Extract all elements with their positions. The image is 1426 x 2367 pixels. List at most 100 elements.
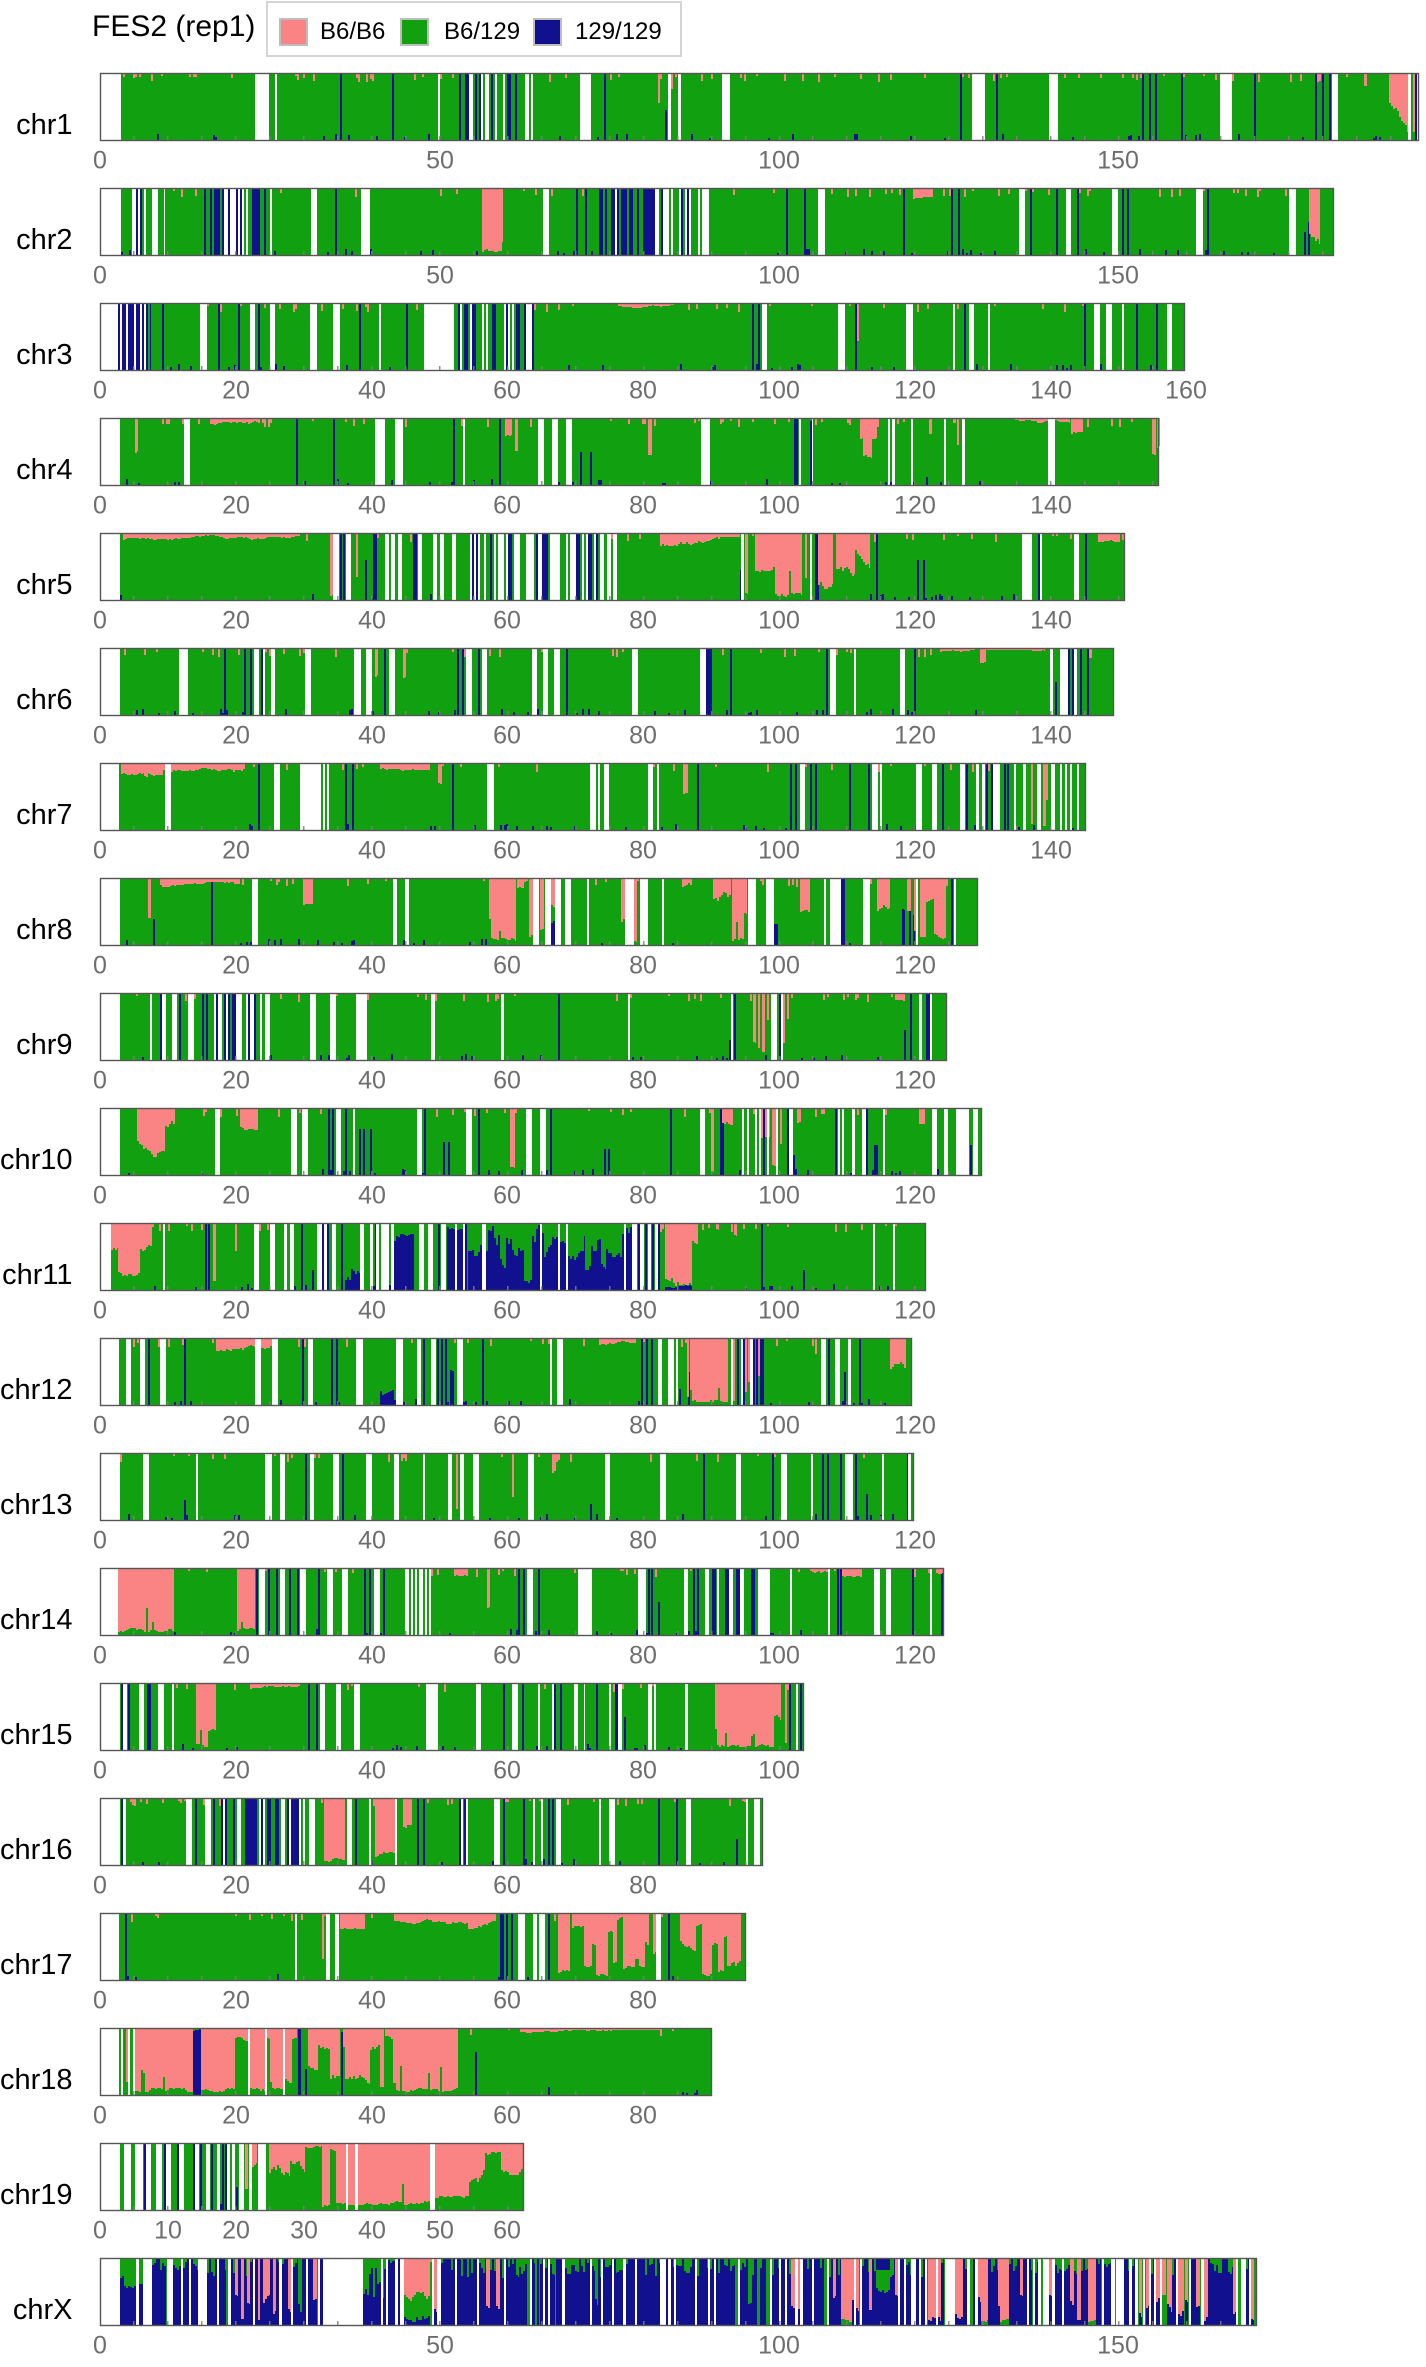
svg-text:chr9: chr9 xyxy=(16,1029,72,1061)
svg-text:chr19: chr19 xyxy=(0,2179,73,2211)
svg-text:chr12: chr12 xyxy=(0,1374,73,1406)
svg-text:60: 60 xyxy=(493,1642,521,1670)
svg-text:120: 120 xyxy=(894,1412,936,1440)
svg-text:60: 60 xyxy=(493,1872,521,1900)
svg-text:150: 150 xyxy=(1097,262,1139,290)
svg-text:100: 100 xyxy=(758,1297,800,1325)
svg-text:B6/129: B6/129 xyxy=(444,18,520,45)
svg-text:20: 20 xyxy=(222,2102,250,2130)
svg-text:80: 80 xyxy=(629,1412,657,1440)
svg-text:40: 40 xyxy=(358,1412,386,1440)
svg-text:100: 100 xyxy=(758,607,800,635)
svg-text:chr14: chr14 xyxy=(0,1604,73,1636)
svg-text:100: 100 xyxy=(758,492,800,520)
svg-text:0: 0 xyxy=(93,722,107,750)
svg-text:100: 100 xyxy=(758,837,800,865)
svg-text:chr4: chr4 xyxy=(16,454,72,486)
svg-text:chr10: chr10 xyxy=(0,1144,73,1176)
svg-text:100: 100 xyxy=(758,377,800,405)
svg-text:FES2 (rep1): FES2 (rep1) xyxy=(92,10,255,43)
svg-text:40: 40 xyxy=(358,952,386,980)
svg-text:140: 140 xyxy=(1030,837,1072,865)
svg-text:60: 60 xyxy=(493,1987,521,2015)
svg-text:60: 60 xyxy=(493,722,521,750)
svg-text:80: 80 xyxy=(629,837,657,865)
svg-text:0: 0 xyxy=(93,837,107,865)
svg-text:0: 0 xyxy=(93,607,107,635)
svg-text:60: 60 xyxy=(493,1527,521,1555)
svg-text:100: 100 xyxy=(758,262,800,290)
svg-text:150: 150 xyxy=(1097,2332,1139,2360)
svg-text:100: 100 xyxy=(758,1067,800,1095)
svg-text:0: 0 xyxy=(93,1182,107,1210)
svg-text:40: 40 xyxy=(358,1182,386,1210)
svg-text:chr2: chr2 xyxy=(16,224,72,256)
svg-text:120: 120 xyxy=(894,1182,936,1210)
svg-text:chr8: chr8 xyxy=(16,914,72,946)
svg-text:20: 20 xyxy=(222,1872,250,1900)
svg-text:chr5: chr5 xyxy=(16,569,72,601)
svg-text:0: 0 xyxy=(93,1067,107,1095)
svg-text:60: 60 xyxy=(493,607,521,635)
svg-text:100: 100 xyxy=(758,1412,800,1440)
svg-text:40: 40 xyxy=(358,1527,386,1555)
svg-text:60: 60 xyxy=(493,952,521,980)
svg-text:120: 120 xyxy=(894,837,936,865)
svg-text:30: 30 xyxy=(290,2217,318,2245)
svg-text:120: 120 xyxy=(894,1067,936,1095)
svg-text:0: 0 xyxy=(93,147,107,175)
svg-text:60: 60 xyxy=(493,1182,521,1210)
svg-text:chrX: chrX xyxy=(13,2294,73,2326)
svg-text:50: 50 xyxy=(426,262,454,290)
svg-text:40: 40 xyxy=(358,1297,386,1325)
svg-text:140: 140 xyxy=(1030,722,1072,750)
svg-text:chr6: chr6 xyxy=(16,684,72,716)
svg-text:40: 40 xyxy=(358,1757,386,1785)
svg-text:80: 80 xyxy=(629,1642,657,1670)
svg-text:100: 100 xyxy=(758,1642,800,1670)
svg-text:80: 80 xyxy=(629,1067,657,1095)
svg-text:40: 40 xyxy=(358,377,386,405)
svg-text:60: 60 xyxy=(493,492,521,520)
svg-text:20: 20 xyxy=(222,1412,250,1440)
svg-text:80: 80 xyxy=(629,1987,657,2015)
svg-text:140: 140 xyxy=(1030,607,1072,635)
svg-text:80: 80 xyxy=(629,492,657,520)
svg-text:0: 0 xyxy=(93,952,107,980)
svg-text:50: 50 xyxy=(426,2217,454,2245)
svg-text:chr17: chr17 xyxy=(0,1949,73,1981)
svg-text:80: 80 xyxy=(629,1757,657,1785)
svg-text:120: 120 xyxy=(894,492,936,520)
svg-text:60: 60 xyxy=(493,2217,521,2245)
svg-text:40: 40 xyxy=(358,1987,386,2015)
svg-text:20: 20 xyxy=(222,1297,250,1325)
svg-text:chr13: chr13 xyxy=(0,1489,73,1521)
svg-text:0: 0 xyxy=(93,262,107,290)
svg-text:chr11: chr11 xyxy=(2,1259,72,1291)
svg-text:80: 80 xyxy=(629,952,657,980)
svg-text:140: 140 xyxy=(1030,492,1072,520)
svg-text:150: 150 xyxy=(1097,147,1139,175)
svg-text:B6/B6: B6/B6 xyxy=(320,18,385,45)
svg-text:80: 80 xyxy=(629,607,657,635)
svg-text:chr18: chr18 xyxy=(0,2064,73,2096)
svg-text:120: 120 xyxy=(894,377,936,405)
svg-text:40: 40 xyxy=(358,607,386,635)
svg-text:40: 40 xyxy=(358,1067,386,1095)
svg-text:40: 40 xyxy=(358,837,386,865)
svg-text:120: 120 xyxy=(894,952,936,980)
svg-text:50: 50 xyxy=(426,147,454,175)
svg-text:20: 20 xyxy=(222,492,250,520)
svg-text:40: 40 xyxy=(358,2217,386,2245)
svg-text:20: 20 xyxy=(222,1642,250,1670)
svg-text:20: 20 xyxy=(222,837,250,865)
svg-text:0: 0 xyxy=(93,1412,107,1440)
svg-text:60: 60 xyxy=(493,1297,521,1325)
svg-text:0: 0 xyxy=(93,377,107,405)
svg-text:chr1: chr1 xyxy=(16,109,72,141)
svg-text:20: 20 xyxy=(222,2217,250,2245)
svg-text:80: 80 xyxy=(629,377,657,405)
svg-text:20: 20 xyxy=(222,1182,250,1210)
svg-text:0: 0 xyxy=(93,1872,107,1900)
svg-text:40: 40 xyxy=(358,722,386,750)
